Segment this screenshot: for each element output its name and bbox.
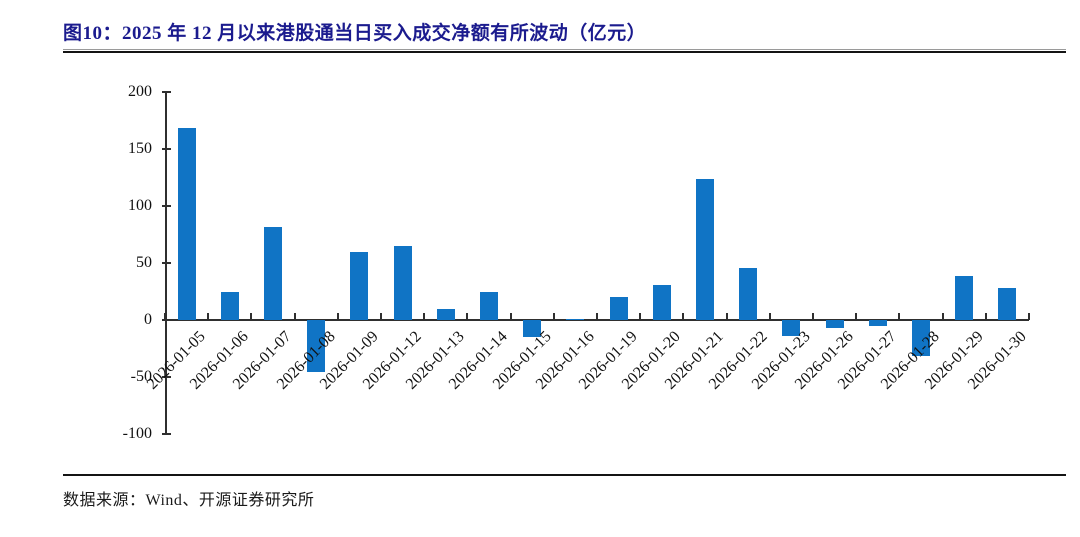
- x-axis-tick: [250, 313, 253, 320]
- x-axis-tick: [552, 313, 555, 320]
- title-divider-dark-line: [63, 51, 1066, 53]
- bar: [264, 226, 282, 320]
- title-divider-light-line: [63, 49, 1066, 50]
- x-axis-line: [165, 319, 1029, 321]
- x-axis-tick: [596, 313, 598, 320]
- bar: [739, 267, 758, 320]
- bar: [696, 178, 714, 320]
- y-axis-tick: [162, 91, 171, 93]
- x-axis-tick: [812, 313, 814, 320]
- y-axis-tick: [162, 319, 171, 321]
- y-axis-tick: [162, 376, 171, 378]
- x-axis-tick: [639, 313, 642, 320]
- bar: [523, 320, 542, 338]
- bar: [868, 320, 887, 326]
- y-axis-label: -100: [122, 425, 152, 442]
- bar: [652, 284, 671, 320]
- bar: [480, 291, 498, 320]
- y-axis-label: 50: [136, 254, 152, 271]
- x-axis-tick: [466, 313, 469, 320]
- y-axis-tick: [162, 433, 171, 435]
- y-axis-label: 0: [144, 311, 152, 328]
- bar: [220, 291, 239, 320]
- x-axis-tick: [941, 313, 944, 320]
- x-axis-tick: [855, 313, 858, 320]
- y-axis-label: 200: [128, 83, 152, 100]
- bar: [393, 245, 412, 320]
- x-axis-tick: [380, 313, 382, 320]
- bar: [912, 320, 930, 357]
- bar: [825, 320, 844, 328]
- bar: [307, 320, 326, 373]
- title-divider: [63, 49, 1066, 53]
- x-axis-tick: [984, 313, 987, 320]
- x-axis-tick: [682, 313, 685, 320]
- bar: [566, 318, 585, 320]
- bar: [955, 275, 974, 320]
- y-axis-label: 150: [128, 140, 152, 157]
- x-axis-tick: [164, 313, 166, 320]
- bar: [436, 308, 455, 320]
- x-axis-tick: [768, 313, 771, 320]
- y-axis-label: 100: [128, 197, 152, 214]
- x-axis-tick: [336, 313, 339, 320]
- bar: [609, 297, 628, 320]
- data-source: 数据来源：Wind、开源证券研究所: [63, 492, 315, 509]
- bar: [177, 128, 196, 320]
- x-axis-tick: [509, 313, 512, 320]
- y-axis-tick: [162, 148, 171, 150]
- bar: [350, 251, 369, 320]
- x-axis-tick: [1028, 313, 1030, 320]
- y-axis-label: -50: [130, 368, 152, 385]
- y-axis-tick: [162, 262, 171, 264]
- footer-divider: [63, 474, 1066, 476]
- x-axis-tick: [898, 313, 901, 320]
- bar: [998, 288, 1017, 320]
- x-axis-tick: [293, 313, 296, 320]
- bar: [782, 320, 801, 336]
- x-axis-tick: [207, 313, 210, 320]
- x-axis-tick: [423, 313, 426, 320]
- x-axis-tick: [725, 313, 728, 320]
- y-axis-tick: [162, 205, 171, 207]
- figure-title: 图10：2025 年 12 月以来港股通当日买入成交净额有所波动（亿元）: [63, 23, 647, 44]
